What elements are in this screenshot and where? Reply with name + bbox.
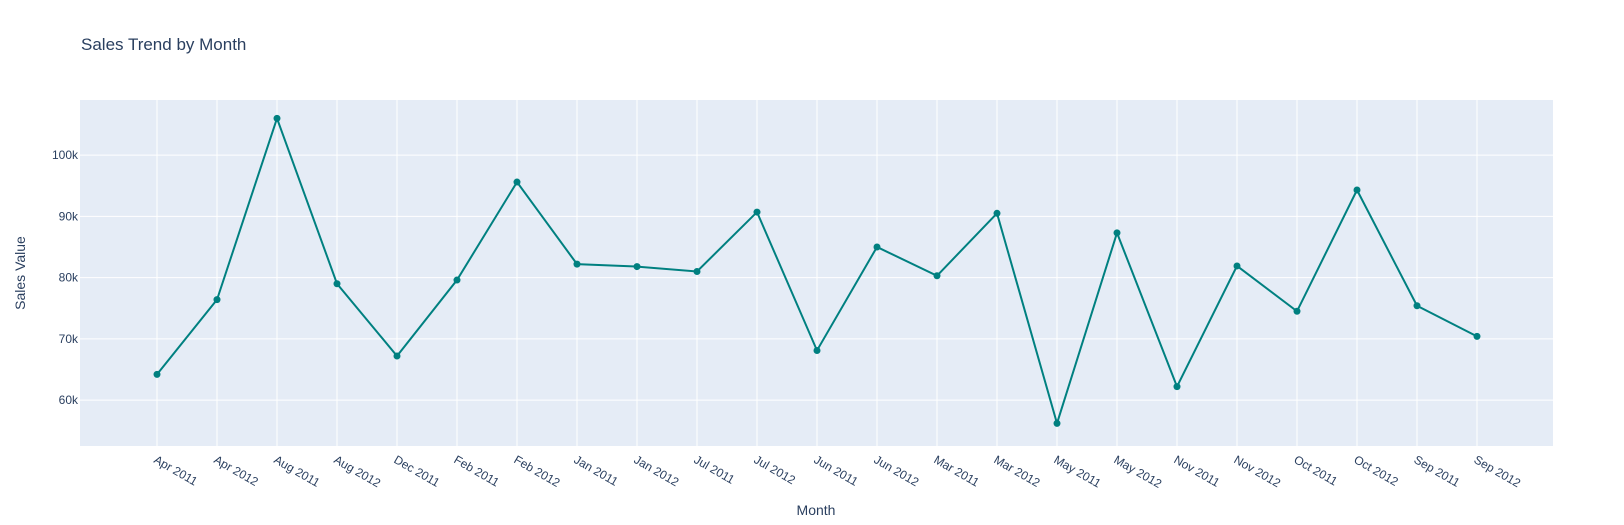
data-point[interactable]	[513, 178, 521, 186]
x-tick-label: Jul 2012	[752, 452, 799, 487]
y-tick-label: 90k	[59, 209, 79, 223]
data-points	[153, 114, 1481, 427]
x-tick-label: Aug 2012	[332, 452, 384, 490]
data-point[interactable]	[273, 114, 281, 122]
data-point[interactable]	[933, 272, 941, 280]
data-point[interactable]	[1233, 262, 1241, 270]
x-tick-label: Sep 2012	[1472, 452, 1524, 490]
x-tick-label: Nov 2011	[1172, 452, 1223, 490]
x-tick-label: Jan 2011	[572, 452, 621, 489]
x-tick-label: Apr 2011	[152, 452, 201, 488]
y-axis-title: Sales Value	[12, 236, 28, 310]
x-tick-label: Feb 2012	[512, 452, 563, 490]
x-axis-title: Month	[797, 502, 836, 518]
data-point[interactable]	[693, 267, 701, 275]
data-point[interactable]	[333, 280, 341, 288]
data-point[interactable]	[1113, 229, 1121, 237]
data-point[interactable]	[1353, 186, 1361, 194]
y-tick-label: 100k	[52, 148, 79, 162]
x-tick-label: Dec 2011	[392, 452, 443, 490]
x-tick-label: Jan 2012	[632, 452, 682, 489]
data-point[interactable]	[633, 263, 641, 271]
data-point[interactable]	[873, 243, 881, 251]
x-tick-label: Oct 2012	[1352, 452, 1401, 489]
data-point[interactable]	[213, 296, 221, 304]
x-tick-label: Oct 2011	[1292, 452, 1341, 488]
x-tick-label: Sep 2011	[1412, 452, 1463, 490]
x-tick-label: Feb 2011	[452, 452, 502, 489]
chart-title: Sales Trend by Month	[81, 35, 246, 54]
y-tick-label: 70k	[59, 332, 79, 346]
x-tick-label: Mar 2012	[992, 452, 1043, 490]
x-tick-label: Aug 2011	[272, 452, 323, 490]
data-point[interactable]	[1293, 307, 1301, 315]
data-point[interactable]	[453, 276, 461, 284]
data-point[interactable]	[153, 370, 161, 378]
x-tick-label: Nov 2012	[1232, 452, 1284, 490]
data-point[interactable]	[1053, 419, 1061, 427]
data-point[interactable]	[1413, 302, 1421, 310]
data-point[interactable]	[753, 208, 761, 216]
x-tick-label: May 2011	[1052, 452, 1104, 490]
x-axis-ticks: Apr 2011 Apr 2012 Aug 2011 Aug 2012 Dec 2011…	[152, 452, 1524, 491]
data-point[interactable]	[1173, 383, 1181, 391]
x-tick-label: Jun 2011	[812, 452, 861, 489]
x-tick-label: Jul 2011	[692, 452, 738, 487]
y-tick-label: 80k	[59, 271, 79, 285]
x-tick-label: Jun 2012	[872, 452, 922, 489]
data-point[interactable]	[993, 209, 1001, 217]
y-tick-label: 60k	[59, 393, 79, 407]
data-point[interactable]	[573, 260, 581, 268]
x-tick-label: Mar 2011	[932, 452, 982, 489]
data-point[interactable]	[813, 346, 821, 354]
data-point[interactable]	[393, 352, 401, 360]
data-point[interactable]	[1473, 332, 1481, 340]
x-tick-label: Apr 2012	[212, 452, 261, 489]
x-tick-label: May 2012	[1112, 452, 1165, 491]
y-axis-ticks: 60k 70k 80k 90k 100k	[52, 148, 79, 407]
